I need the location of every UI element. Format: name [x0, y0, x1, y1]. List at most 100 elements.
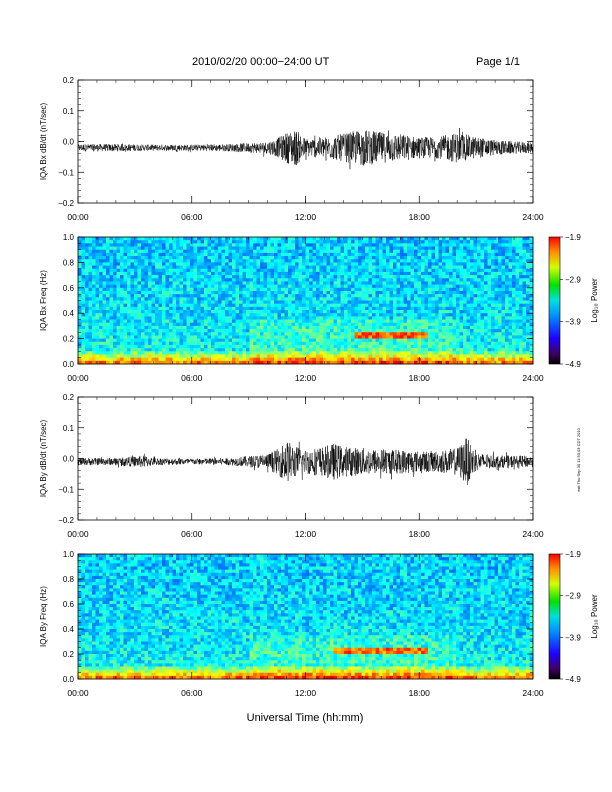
heatmap-cell [144, 262, 149, 266]
heatmap-cell [396, 303, 401, 308]
heatmap-cell [260, 240, 264, 244]
heatmap-cell [421, 322, 425, 327]
heatmap-cell [396, 294, 401, 298]
heatmap-cell [508, 325, 513, 330]
heatmap-cell [232, 313, 236, 317]
heatmap-cell [176, 284, 180, 289]
heatmap-cell [92, 341, 96, 346]
heatmap-cell [522, 268, 527, 273]
heatmap-cell [309, 294, 313, 298]
heatmap-cell [473, 256, 478, 260]
heatmap-cell [400, 310, 404, 314]
heatmap-cell [295, 271, 299, 276]
heatmap-cell [442, 310, 446, 314]
heatmap-cell [298, 306, 303, 311]
heatmap-cell [141, 341, 145, 346]
heatmap-cell [172, 344, 177, 349]
heatmap-cell [337, 271, 341, 276]
heatmap-cell [382, 313, 387, 317]
heatmap-cell [270, 237, 275, 241]
heatmap-cell [218, 300, 222, 304]
heatmap-cell [190, 329, 194, 333]
heatmap-cell [515, 319, 520, 324]
heatmap-cell [295, 316, 299, 320]
heatmap-cell [81, 354, 86, 358]
heatmap-cell [249, 259, 254, 263]
heatmap-cell [386, 319, 390, 324]
heatmap-cell [456, 281, 460, 285]
heatmap-cell [333, 284, 338, 289]
heatmap-cell [260, 284, 264, 289]
heatmap-cell [165, 290, 170, 295]
heatmap-cell [85, 313, 89, 317]
heatmap-cell [522, 246, 527, 250]
heatmap-cell [172, 278, 177, 282]
heatmap-cell [239, 287, 243, 292]
heatmap-cell [267, 256, 271, 260]
heatmap-cell [260, 351, 264, 355]
heatmap-cell [330, 344, 334, 349]
heatmap-cell [277, 271, 282, 276]
heatmap-cell [508, 249, 513, 254]
heatmap-cell [291, 329, 296, 333]
heatmap-cell [85, 354, 89, 358]
heatmap-cell [316, 249, 320, 254]
heatmap-cell [277, 332, 282, 336]
heatmap-cell [522, 313, 527, 317]
heatmap-cell [435, 351, 439, 355]
heatmap-cell [393, 240, 397, 244]
heatmap-cell [120, 240, 124, 244]
heatmap-cell [144, 275, 149, 279]
heatmap-cell [225, 275, 229, 279]
heatmap-cell [452, 297, 457, 301]
heatmap-cell [368, 310, 373, 314]
heatmap-cell [442, 313, 446, 317]
heatmap-cell [228, 249, 233, 254]
heatmap-cell [442, 348, 446, 352]
heatmap-cell [109, 268, 114, 273]
heatmap-cell [277, 351, 282, 355]
heatmap-cell [235, 344, 240, 349]
heatmap-cell [221, 344, 226, 349]
heatmap-cell [144, 329, 149, 333]
heatmap-cell [193, 294, 198, 298]
heatmap-cell [204, 344, 208, 349]
heatmap-cell [354, 237, 359, 241]
heatmap-cell [337, 278, 341, 282]
heatmap-cell [169, 325, 173, 330]
heatmap-cell [267, 313, 271, 317]
heatmap-cell [351, 329, 355, 333]
heatmap-cell [221, 240, 226, 244]
heatmap-cell [463, 252, 467, 257]
heatmap-cell [197, 246, 201, 250]
heatmap-cell [400, 341, 404, 346]
heatmap-cell [484, 335, 488, 339]
heatmap-cell [288, 265, 292, 270]
heatmap-cell [127, 306, 131, 311]
heatmap-cell [263, 281, 268, 285]
heatmap-cell [529, 325, 534, 330]
heatmap-cell [123, 322, 128, 327]
heatmap-cell [414, 246, 418, 250]
heatmap-cell [158, 259, 163, 263]
heatmap-cell [253, 341, 257, 346]
heatmap-cell [99, 348, 103, 352]
heatmap-cell [463, 348, 467, 352]
heatmap-cell [417, 262, 422, 266]
heatmap-cell [354, 262, 359, 266]
heatmap-cell [95, 354, 100, 358]
heatmap-cell [508, 278, 513, 282]
heatmap-cell [242, 265, 247, 270]
heatmap-cell [172, 271, 177, 276]
heatmap-cell [109, 341, 114, 346]
heatmap-cell [246, 297, 250, 301]
heatmap-cell [526, 240, 530, 244]
heatmap-cell [326, 332, 331, 336]
heatmap-cell [312, 268, 317, 273]
heatmap-cell [389, 322, 394, 327]
heatmap-cell [316, 271, 320, 276]
heatmap-cell [102, 310, 107, 314]
heatmap-cell [106, 275, 110, 279]
heatmap-cell [295, 319, 299, 324]
heatmap-cell [368, 306, 373, 311]
